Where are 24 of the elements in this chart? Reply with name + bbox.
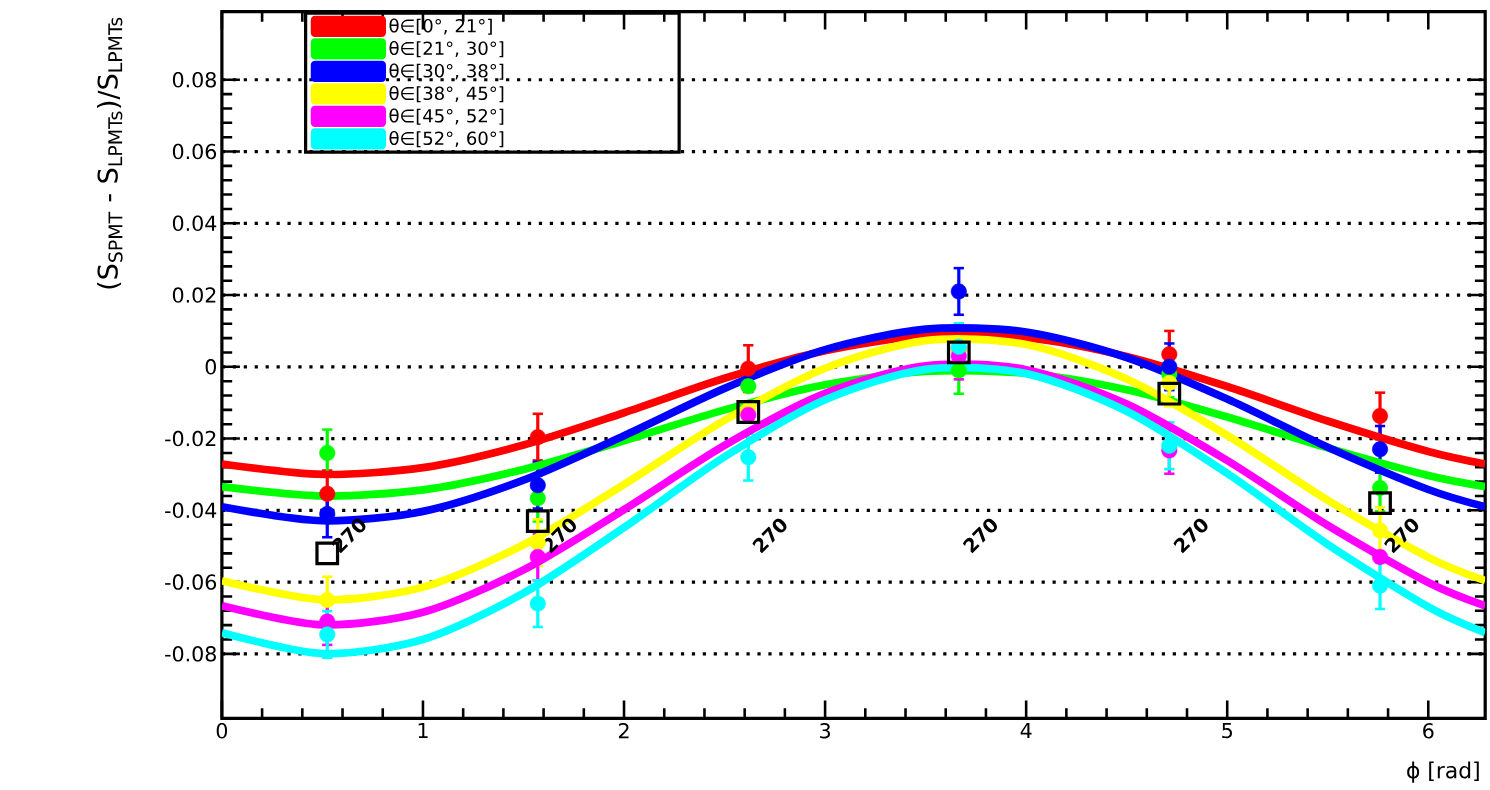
x-tick-label: 5 bbox=[1222, 723, 1232, 739]
y-tick-label: 0.02 bbox=[172, 287, 216, 303]
legend-label: θ∈[21°, 30°] bbox=[389, 41, 504, 58]
legend-label: θ∈[52°, 60°] bbox=[389, 131, 504, 148]
legend-label: θ∈[38°, 45°] bbox=[389, 86, 504, 103]
x-tick-label: 0 bbox=[216, 723, 228, 739]
x-tick-label: 2 bbox=[619, 723, 629, 739]
x-tick-label: 6 bbox=[1423, 723, 1434, 739]
legend-label: θ∈[0°, 21°] bbox=[389, 18, 492, 35]
x-tick-label: 4 bbox=[1020, 723, 1032, 739]
y-tick-label: -0.06 bbox=[165, 574, 217, 590]
y-tick-label: 0.06 bbox=[172, 143, 217, 160]
legend-label: θ∈[45°, 52°] bbox=[389, 108, 504, 125]
y-tick-label: 0.04 bbox=[172, 215, 217, 232]
x-tick-label: 1 bbox=[418, 723, 428, 739]
y-axis-title: (S$_{SPMT}$ - S$_{LPMTs}$)/S$_{LPMTs}$ bbox=[97, 17, 123, 289]
legend-label: θ∈[30°, 38°] bbox=[389, 63, 504, 80]
y-tick-label: -0.08 bbox=[165, 646, 216, 662]
y-tick-label: 0.08 bbox=[172, 72, 216, 88]
y-tick-label: -0.04 bbox=[165, 502, 217, 519]
y-tick-label: 0 bbox=[205, 359, 216, 375]
x-axis-title: ϕ [rad] bbox=[1407, 761, 1479, 783]
x-tick-label: 3 bbox=[820, 723, 830, 739]
y-tick-label: -0.02 bbox=[165, 430, 216, 447]
